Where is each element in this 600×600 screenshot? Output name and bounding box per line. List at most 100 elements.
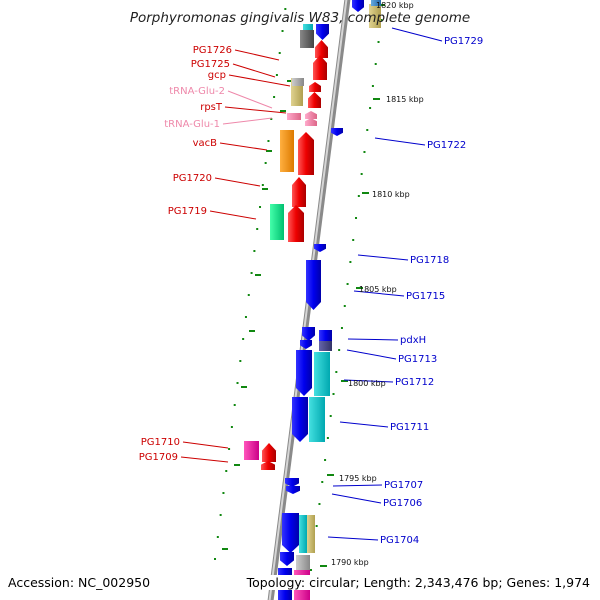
tick-dot: [267, 140, 270, 142]
gene-label-pg1725: PG1725: [191, 59, 230, 70]
forward-gene-arrow: [288, 205, 304, 242]
tick-dot: [270, 118, 273, 120]
tick-dot: [239, 360, 242, 362]
gene-label-trna-glu-1: tRNA-Glu-1: [164, 119, 220, 130]
reverse-gene-arrow: [286, 486, 300, 494]
tick-dot: [273, 96, 276, 98]
gene-cog-box: [303, 24, 313, 30]
forward-gene-arrow: [298, 132, 314, 175]
gene-cog-box: [369, 4, 381, 28]
tick-dash: [287, 80, 293, 82]
label-leader: [222, 117, 273, 125]
gene-label-pg1707: PG1707: [384, 480, 423, 491]
label-leader: [353, 290, 405, 297]
tick-dot: [369, 107, 372, 109]
tick-dot: [256, 228, 259, 230]
gene-label-pg1722: PG1722: [427, 140, 466, 151]
gene-label-pg1704: PG1704: [380, 535, 419, 546]
tick-dot: [315, 525, 318, 527]
tick-dot: [216, 536, 219, 538]
gene-cog-box: [309, 397, 325, 442]
gene-label-pg1726: PG1726: [193, 45, 232, 56]
gene-label-pg1706: PG1706: [383, 498, 422, 509]
tick-dot: [214, 558, 217, 560]
tick-dash: [341, 380, 348, 382]
tick-dot: [264, 162, 267, 164]
forward-gene-arrow: [305, 111, 317, 119]
tick-dot: [225, 470, 228, 472]
tick-dot: [284, 8, 287, 10]
tick-dash: [241, 386, 247, 388]
tick-dash: [255, 274, 261, 276]
tick-dot: [360, 173, 363, 175]
tick-dash: [280, 110, 286, 112]
gene-cog-box: [319, 341, 332, 351]
gene-label-pg1729: PG1729: [444, 36, 483, 47]
tick-dash: [378, 4, 385, 6]
gene-label-vacb: vacB: [193, 138, 218, 149]
tick-dot: [236, 382, 239, 384]
gene-label-rpst: rpsT: [200, 102, 223, 113]
kbp-tick-label: 1820 kbp: [376, 1, 414, 10]
kbp-tick-labels: 1820 kbp 1815 kbp 1810 kbp 1805 kbp 1800 kbp…: [331, 1, 424, 567]
tick-dots: [214, 4, 385, 571]
tick-dot: [329, 415, 332, 417]
gene-cog-box: [244, 441, 259, 460]
kbp-tick-label: 1810 kbp: [372, 190, 410, 199]
label-leader: [228, 74, 291, 87]
tick-dash: [222, 548, 228, 550]
kbp-tick-label: 1805 kbp: [359, 285, 397, 294]
tick-dot: [281, 30, 284, 32]
reverse-gene-arrow: [306, 260, 321, 310]
forward-gene-arrow: [305, 118, 317, 126]
forward-gene-arrow: [292, 177, 306, 207]
tick-dot: [332, 393, 335, 395]
tick-dash: [327, 474, 334, 476]
map-title: Porphyromonas gingivalis W83, complete g…: [129, 10, 471, 26]
label-leader: [214, 177, 261, 187]
label-leader: [209, 210, 257, 220]
label-leader: [346, 349, 397, 360]
label-leader: [357, 254, 409, 261]
tick-dot: [352, 239, 355, 241]
tick-dot: [340, 327, 343, 329]
tick-dot: [357, 195, 360, 197]
gene-cog-box: [287, 113, 301, 120]
tick-dot: [335, 371, 338, 373]
tick-dot: [244, 316, 247, 318]
tick-dot: [355, 217, 358, 219]
tick-dot: [242, 338, 245, 340]
gene-cog-box: [319, 330, 332, 341]
label-leader: [374, 137, 426, 146]
kbp-tick-label: 1800 kbp: [348, 379, 386, 388]
label-leader: [327, 536, 379, 541]
forward-gene-arrow: [308, 92, 321, 108]
tick-dot: [259, 206, 262, 208]
tick-dot: [338, 349, 341, 351]
label-leader: [182, 441, 229, 449]
gene-label-trna-glu-2: tRNA-Glu-2: [169, 86, 225, 97]
tick-dot: [278, 52, 281, 54]
tick-dot: [230, 426, 233, 428]
accession-text: Accession: NC_002950: [8, 575, 151, 590]
tick-dash: [266, 150, 272, 152]
tick-dot: [371, 85, 374, 87]
forward-gene-arrow: [262, 443, 276, 462]
gene-label-pg1719: PG1719: [168, 206, 207, 217]
gene-label-pg1715: PG1715: [406, 291, 445, 302]
gene-label-gcp: gcp: [208, 70, 226, 81]
tick-dot: [343, 305, 346, 307]
tick-dash: [234, 464, 240, 466]
tick-dash: [320, 565, 327, 567]
topology-text: Topology: circular; Length: 2,343,476 bp…: [246, 575, 590, 590]
label-leader: [219, 142, 268, 151]
tick-dot: [318, 503, 321, 505]
tick-dot: [377, 41, 380, 43]
kbp-tick-label: 1815 kbp: [386, 95, 424, 104]
gene-cog-box: [314, 352, 330, 396]
tick-dot: [349, 261, 352, 263]
tick-dot: [253, 250, 256, 252]
tick-dot: [310, 569, 313, 571]
